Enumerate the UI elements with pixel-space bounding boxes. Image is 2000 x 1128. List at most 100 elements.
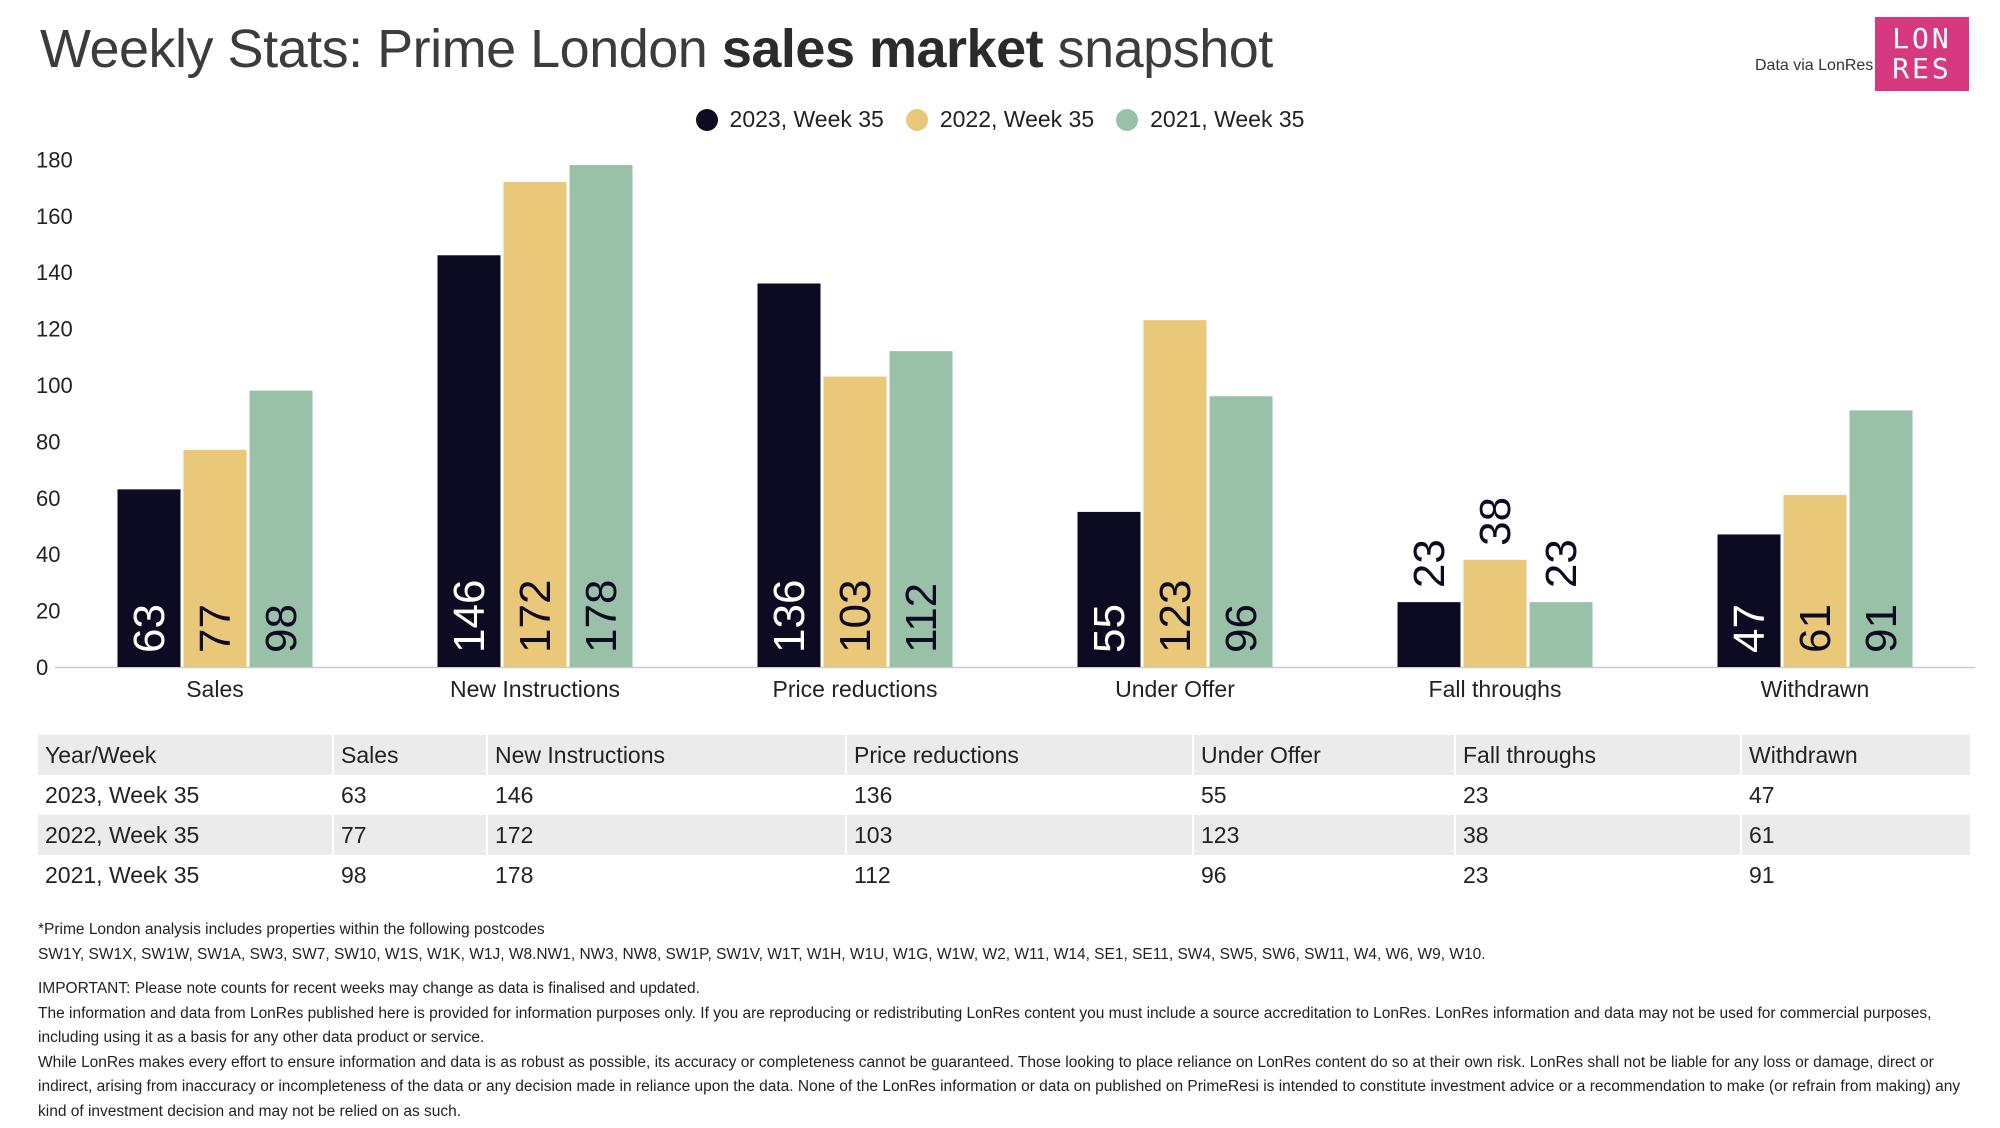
table-header-cell: Price reductions (845, 735, 1193, 775)
postcodes-list: SW1Y, SW1X, SW1W, SW1A, SW3, SW7, SW10, … (38, 945, 1486, 963)
table-cell: 23 (1454, 775, 1741, 815)
data-label: 47 (1725, 604, 1774, 653)
table-cell: 123 (1192, 815, 1455, 855)
bar (437, 255, 501, 667)
data-label: 103 (831, 580, 880, 653)
y-tick-label: 80 (36, 429, 60, 454)
x-category-label: Sales (186, 676, 244, 700)
legend-label-2021: 2021, Week 35 (1150, 106, 1305, 132)
legend-label-2022: 2022, Week 35 (939, 106, 1095, 132)
bar (1529, 602, 1593, 667)
table-header-cell: Sales (332, 735, 487, 775)
data-label: 123 (1151, 580, 1200, 653)
table-cell: 112 (845, 855, 1193, 895)
data-table: Year/Week Sales New Instructions Price r… (38, 735, 1970, 895)
y-tick-label: 140 (36, 260, 73, 285)
table-cell: 146 (486, 775, 846, 815)
bar (1397, 602, 1461, 667)
table-cell: 38 (1454, 815, 1741, 855)
bar (249, 390, 313, 667)
data-label: 63 (125, 604, 174, 653)
data-label: 91 (1857, 604, 1906, 653)
data-label: 23 (1537, 539, 1586, 588)
table-header-cell: New Instructions (486, 735, 846, 775)
bar (1209, 396, 1273, 667)
table-cell: 2021, Week 35 (45, 861, 200, 888)
y-tick-label: 0 (36, 655, 48, 680)
important-note: IMPORTANT: Please note counts for recent… (38, 980, 700, 997)
x-category-label: Withdrawn (1761, 676, 1870, 700)
table-cell: 63 (332, 775, 487, 815)
y-tick-label: 160 (36, 204, 73, 229)
x-category-label: Under Offer (1115, 676, 1235, 700)
bar (1783, 494, 1847, 667)
table-cell: 23 (1454, 855, 1741, 895)
bar (117, 489, 181, 667)
data-label: 23 (1405, 539, 1454, 588)
table-cell: 103 (845, 815, 1193, 855)
data-label: 178 (577, 580, 626, 653)
x-category-label: Fall throughs (1429, 676, 1562, 700)
table-row: 2023, Week 35 63 146 136 55 23 47 (38, 775, 1970, 815)
lonres-logo[interactable]: LON RES (1875, 17, 1969, 91)
legend-swatch-2021 (1116, 108, 1139, 131)
table-cell: 61 (1740, 815, 1970, 855)
x-category-label: New Instructions (450, 676, 620, 700)
table-header-row: Year/Week Sales New Instructions Price r… (38, 735, 1970, 775)
disclaimer-note: While LonRes makes every effort to ensur… (38, 1053, 1961, 1120)
bar (569, 165, 633, 668)
chart-legend: 2023, Week 35 2022, Week 35 2021, Week 3… (0, 106, 2000, 133)
logo-line-2: RES (1892, 52, 1952, 85)
bar (1849, 410, 1913, 667)
table-cell: 2022, Week 35 (38, 815, 333, 855)
title-bold: sales market (721, 19, 1044, 79)
table-cell: 136 (845, 775, 1193, 815)
data-label: 136 (765, 580, 814, 653)
legend-swatch-2023 (695, 108, 718, 131)
legend-item-2022: 2022, Week 35 (905, 106, 1095, 133)
legend-item-2021: 2021, Week 35 (1116, 106, 1304, 133)
table-cell: 77 (332, 815, 487, 855)
title-part-2: snapshot (1043, 19, 1274, 79)
bar (757, 283, 821, 667)
bar (1077, 511, 1141, 667)
data-label: 98 (257, 604, 306, 653)
bar (183, 449, 247, 667)
table-cell: 96 (1192, 855, 1455, 895)
legend-label-2023: 2023, Week 35 (729, 106, 884, 132)
data-label: 172 (511, 580, 560, 653)
bar (503, 181, 567, 667)
y-tick-label: 120 (36, 317, 73, 342)
table-cell: 172 (486, 815, 846, 855)
logo-line-1: LON (1892, 22, 1952, 55)
usage-note: The information and data from LonRes pub… (38, 1004, 1932, 1047)
data-label: 38 (1471, 497, 1520, 546)
data-label: 146 (445, 580, 494, 653)
title-part-1: Weekly Stats: Prime London (40, 19, 722, 79)
bar (889, 351, 953, 667)
data-label: 61 (1791, 604, 1840, 653)
table-row: 2022, Week 35 77 172 103 123 38 61 (38, 815, 1970, 855)
table-header-cell: Fall throughs (1454, 735, 1741, 775)
postcodes-intro: *Prime London analysis includes properti… (38, 921, 545, 938)
data-label: 55 (1085, 604, 1134, 653)
table-header-cell: Withdrawn (1740, 735, 1970, 775)
bar (1463, 559, 1527, 667)
bar (1143, 320, 1207, 667)
table-cell: 91 (1740, 855, 1970, 895)
page-title: Weekly Stats: Prime London sales market … (40, 18, 1273, 80)
data-label: 112 (897, 583, 946, 653)
table-cell: 55 (1192, 775, 1455, 815)
x-category-label: Price reductions (773, 676, 938, 700)
table-cell: 2023, Week 35 (45, 781, 200, 808)
data-label: 77 (191, 604, 240, 653)
y-tick-label: 40 (36, 542, 60, 567)
footnotes: *Prime London analysis includes properti… (38, 918, 1973, 1124)
table-header-cell: Year/Week (38, 735, 333, 775)
table-header-cell: Under Offer (1192, 735, 1455, 775)
data-credit: Data via LonRes (1755, 57, 1874, 74)
legend-swatch-2022 (905, 108, 928, 131)
bar (1717, 534, 1781, 667)
y-tick-label: 180 (36, 147, 73, 172)
y-tick-label: 100 (36, 373, 73, 398)
